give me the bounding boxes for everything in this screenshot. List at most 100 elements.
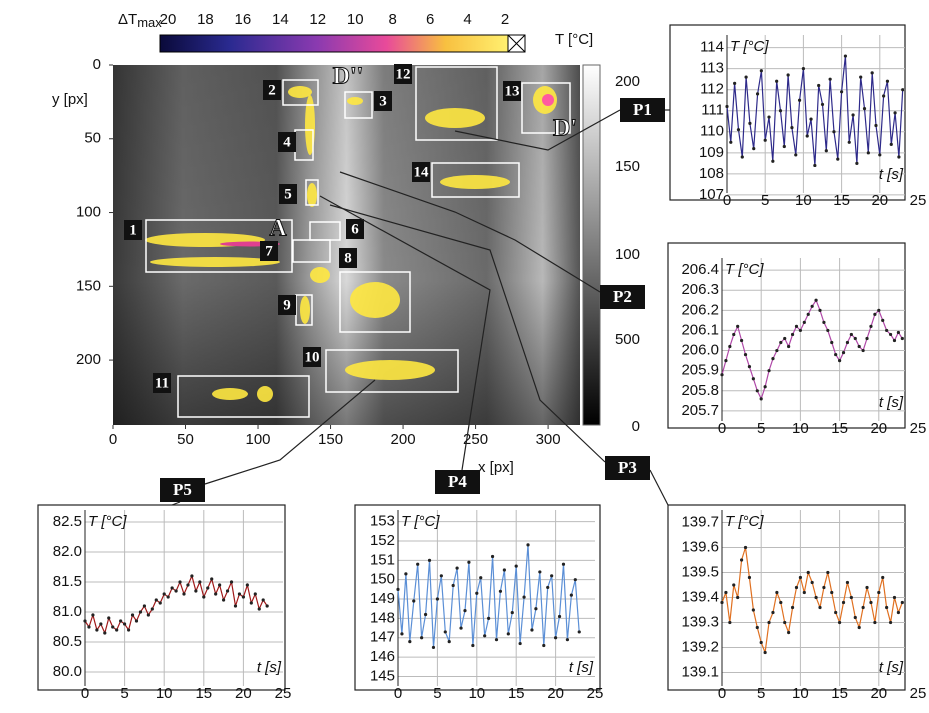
callout-line <box>454 109 621 151</box>
data-point <box>888 332 893 337</box>
colorbar-tick-label: 200 <box>615 73 640 90</box>
y-tick-label: 82.5 <box>53 513 82 530</box>
data-point <box>166 595 170 599</box>
delta-tick-label: 18 <box>197 11 214 28</box>
x-tick-label: 10 <box>795 192 812 209</box>
y-tick-label: 206.4 <box>681 261 719 278</box>
x-tick-label: 15 <box>195 685 212 702</box>
y-tick-label: 111 <box>701 102 724 119</box>
data-point <box>261 598 265 602</box>
data-point <box>857 625 861 630</box>
y-tick-label: 205.8 <box>681 382 719 399</box>
data-point <box>830 340 834 345</box>
delta-label-sub: max <box>137 15 162 30</box>
region-tag <box>374 91 392 111</box>
y-tick-label: 151 <box>370 551 395 568</box>
data-point <box>787 630 791 635</box>
data-point <box>877 308 881 312</box>
x-tick-label: 150 <box>318 431 343 448</box>
y-tick-label: 109 <box>699 144 724 161</box>
data-point <box>408 640 412 644</box>
panel-tag: P5 <box>173 480 192 499</box>
delta-tick-label: 16 <box>235 11 252 28</box>
data-point <box>400 632 404 636</box>
data-point <box>896 330 901 335</box>
region-box <box>292 239 331 263</box>
data-point <box>229 580 234 584</box>
data-point <box>510 610 514 615</box>
data-point <box>265 604 269 608</box>
data-point <box>869 600 873 605</box>
data-point <box>498 589 503 593</box>
data-point <box>130 613 135 617</box>
hot-spot <box>288 86 312 98</box>
x-tick-label: 10 <box>792 685 809 702</box>
colorbar-none-cross <box>507 34 526 53</box>
data-point <box>435 597 439 601</box>
y-tick-label: 139.1 <box>681 663 719 680</box>
data-point <box>123 622 127 626</box>
region-tag <box>303 347 321 367</box>
data-point <box>801 67 806 71</box>
data-point <box>733 81 737 85</box>
region-tag <box>412 162 430 182</box>
temp-colorbar <box>582 64 601 426</box>
data-point <box>182 592 186 596</box>
delta-tick-label: 6 <box>426 11 434 28</box>
data-point <box>720 600 724 605</box>
y-tick-label: 206.0 <box>681 342 719 359</box>
colorbar-tick-label: 100 <box>615 246 640 263</box>
region-tag <box>394 64 412 84</box>
data-point <box>257 607 261 611</box>
data-point <box>873 620 877 625</box>
data-point <box>826 570 830 575</box>
annotation: D'' <box>333 64 364 90</box>
data-point <box>861 348 865 353</box>
data-point <box>736 128 741 132</box>
y-tick-label: 80.0 <box>53 663 82 680</box>
data-point <box>771 159 775 163</box>
data-point <box>783 336 787 341</box>
data-point <box>857 344 861 349</box>
y-axis-label: T [°C] <box>730 38 769 55</box>
data-point <box>740 338 744 343</box>
data-point <box>546 585 550 590</box>
data-point <box>751 377 755 381</box>
data-point <box>494 638 499 642</box>
data-point <box>743 352 748 357</box>
data-point <box>420 636 424 640</box>
data-point <box>790 605 795 610</box>
data-point <box>830 590 834 595</box>
data-point <box>747 575 752 580</box>
data-point <box>892 338 897 343</box>
x-tick-label: 200 <box>391 431 416 448</box>
delta-tick-label: 2 <box>501 11 509 28</box>
y-tick-label: 81.0 <box>53 603 82 620</box>
data-point <box>732 332 736 337</box>
data-point <box>838 359 842 363</box>
region-box <box>145 219 293 273</box>
y-tick-label: 139.7 <box>681 513 719 530</box>
data-point <box>103 631 107 635</box>
delta-tick-label: 10 <box>347 11 364 28</box>
data-point <box>416 562 420 566</box>
y-tick-label: 81.5 <box>53 573 82 590</box>
data-point <box>794 585 799 590</box>
data-point <box>530 628 534 632</box>
data-point <box>818 308 822 312</box>
region-label: 10 <box>305 349 320 365</box>
y-tick-label: 139.6 <box>681 538 719 555</box>
data-point <box>119 619 123 623</box>
data-point <box>851 113 855 117</box>
region-label: 11 <box>155 375 169 391</box>
data-point <box>885 328 889 333</box>
data-point <box>423 612 428 617</box>
data-point <box>210 577 214 581</box>
x-tick-label: 5 <box>757 420 765 437</box>
x-tick-label: 15 <box>833 192 850 209</box>
data-point <box>790 125 794 130</box>
x-axis-label: t [s] <box>879 394 904 411</box>
colorbar-tick-label: 150 <box>615 158 640 175</box>
y-tick-label: 110 <box>700 123 724 140</box>
